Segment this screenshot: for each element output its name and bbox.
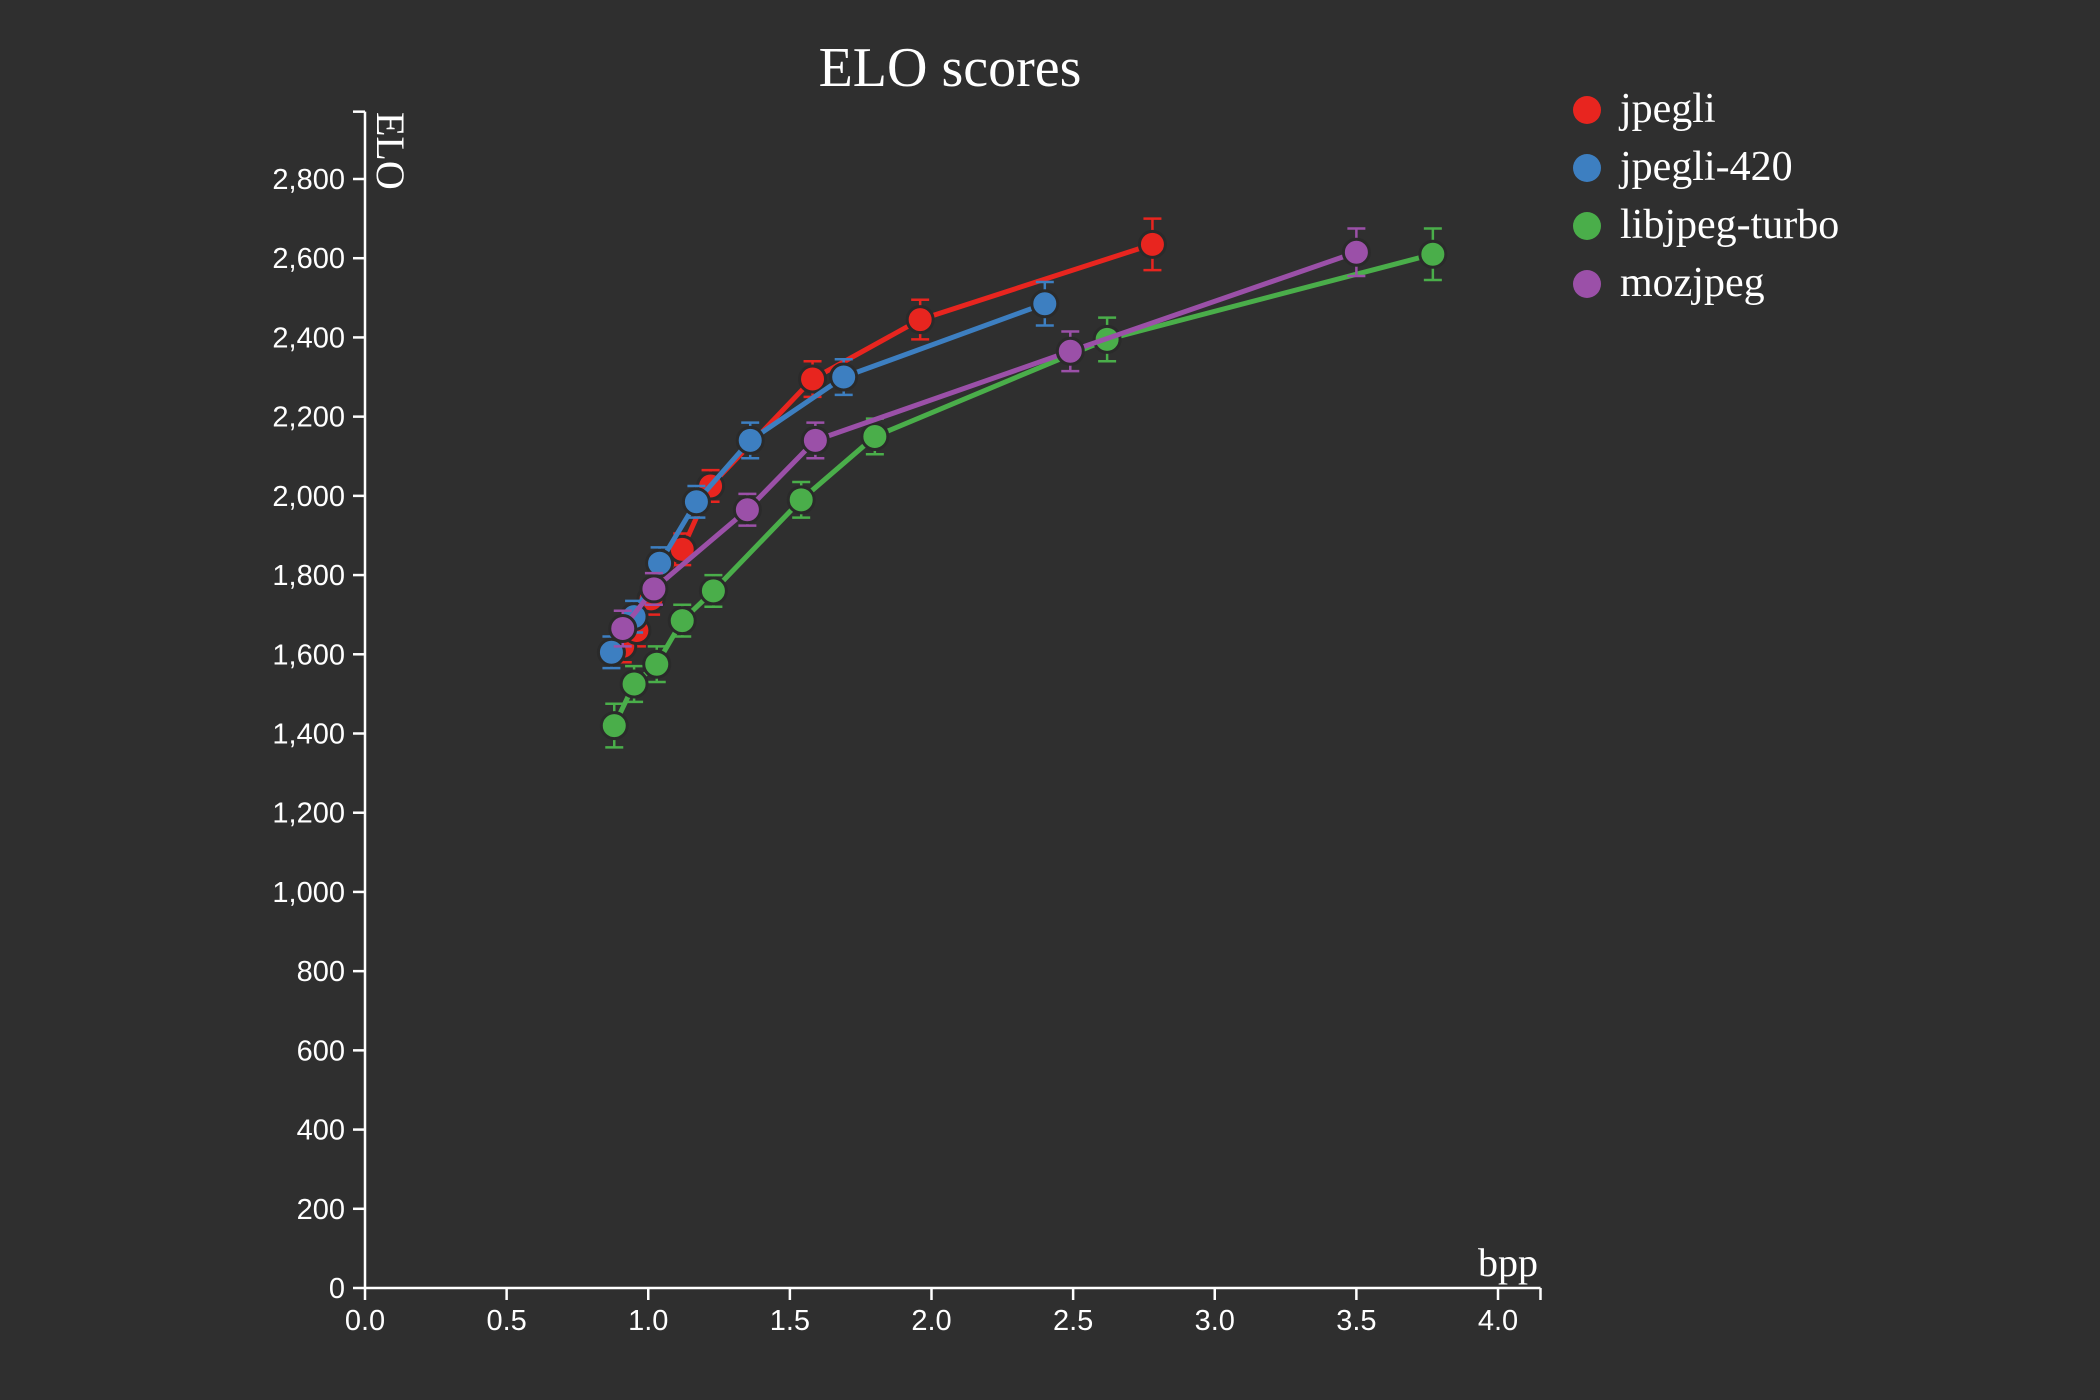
data-point (1341, 237, 1371, 267)
data-point (735, 425, 765, 455)
y-tick-label: 200 (297, 1194, 345, 1226)
series-line (612, 251, 1434, 727)
legend-item: mozjpeg (1573, 260, 1765, 306)
x-tick-label: 2.5 (1053, 1305, 1093, 1337)
data-point (608, 614, 638, 644)
data-point (639, 574, 669, 604)
data-point (596, 637, 626, 667)
data-point (667, 606, 697, 636)
data-point (800, 425, 830, 455)
data-point (1137, 229, 1167, 259)
legend-item: libjpeg-turbo (1573, 202, 1839, 248)
legend-label: libjpeg-turbo (1620, 202, 1839, 248)
data-point (619, 669, 649, 699)
data-point (642, 649, 672, 679)
y-tick-label: 2,200 (272, 402, 345, 434)
legend-marker (1573, 270, 1601, 298)
series-mozjpeg (608, 227, 1371, 648)
data-point (732, 495, 762, 525)
y-tick-label: 600 (297, 1035, 345, 1067)
plot-area (596, 217, 1448, 749)
y-tick-label: 1,600 (272, 639, 345, 671)
y-tick-label: 0 (329, 1273, 345, 1305)
data-point (786, 485, 816, 515)
y-tick-label: 2,600 (272, 243, 345, 275)
legend-label: mozjpeg (1620, 260, 1765, 306)
data-point (860, 421, 890, 451)
x-tick-label: 4.0 (1478, 1305, 1518, 1337)
legend-marker (1573, 96, 1601, 124)
legend-item: jpegli-420 (1573, 144, 1793, 190)
x-tick-label: 2.0 (911, 1305, 951, 1337)
y-tick-label: 2,800 (272, 164, 345, 196)
series-libjpeg-turbo (599, 227, 1448, 749)
data-point (829, 362, 859, 392)
x-tick-label: 3.0 (1195, 1305, 1235, 1337)
y-tick-label: 1,800 (272, 560, 345, 592)
chart-title: ELO scores (819, 37, 1082, 99)
data-point (1055, 336, 1085, 366)
data-point (798, 364, 828, 394)
y-tick-label: 2,000 (272, 481, 345, 513)
x-tick-label: 0.0 (345, 1305, 385, 1337)
y-tick-label: 800 (297, 956, 345, 988)
legend-label: jpegli (1618, 86, 1716, 132)
y-tick-label: 1,200 (272, 798, 345, 830)
x-axis-label: bpp (1478, 1240, 1538, 1285)
legend-label: jpegli-420 (1618, 144, 1793, 190)
x-tick-label: 0.5 (486, 1305, 526, 1337)
data-point (681, 487, 711, 517)
y-tick-label: 1,000 (272, 877, 345, 909)
legend: jpegli jpegli-420 libjpeg-turbo mozjpeg (1573, 86, 1839, 306)
legend-marker (1573, 154, 1601, 182)
x-tick-label: 3.5 (1336, 1305, 1376, 1337)
y-axis-ticks: 0 200 400 600 800 1,000 1,200 1,400 1,600 1,800 2,… (272, 164, 365, 1305)
legend-item: jpegli (1573, 86, 1716, 132)
x-axis-ticks: 0.0 0.5 1.0 1.5 2.0 2.5 3.0 3.5 4.0 (345, 1288, 1518, 1337)
x-tick-label: 1.5 (770, 1305, 810, 1337)
data-point (599, 711, 629, 741)
y-axis-label: ELO (368, 112, 413, 190)
data-point (905, 305, 935, 335)
y-tick-label: 400 (297, 1115, 345, 1147)
x-tick-label: 1.0 (628, 1305, 668, 1337)
data-point (1418, 239, 1448, 269)
data-point (698, 576, 728, 606)
data-point (1030, 289, 1060, 319)
y-tick-label: 1,400 (272, 719, 345, 751)
y-tick-label: 2,400 (272, 322, 345, 354)
legend-marker (1573, 212, 1601, 240)
axes: 0.0 0.5 1.0 1.5 2.0 2.5 3.0 3.5 4.0 0 200 400 600 80… (272, 110, 1542, 1337)
